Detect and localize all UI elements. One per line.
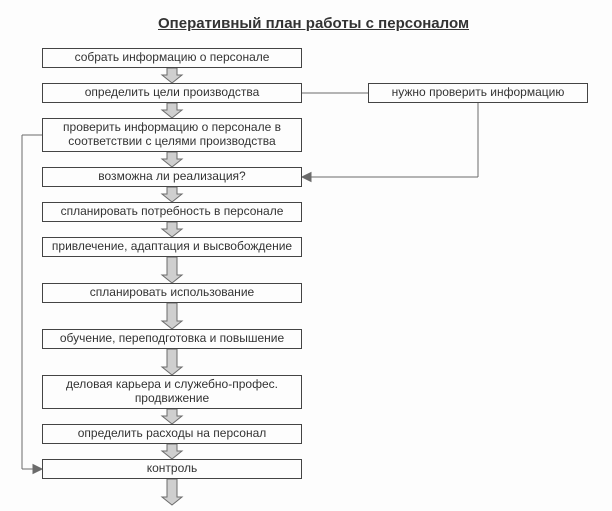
flowchart-canvas: Оперативный план работы с персоналом соб… xyxy=(0,0,612,511)
flow-node-n8: обучение, переподготовка и повышение xyxy=(42,329,302,349)
flow-node-n2: определить цели производства xyxy=(42,83,302,103)
flow-node-side: нужно проверить информацию xyxy=(368,83,588,103)
diagram-title: Оперативный план работы с персоналом xyxy=(158,15,469,32)
flow-node-n7: спланировать использование xyxy=(42,283,302,303)
flow-node-n6: привлечение, адаптация и высвобождение xyxy=(42,237,302,257)
flow-node-n4: возможна ли реализация? xyxy=(42,167,302,187)
flow-node-n11: контроль xyxy=(42,459,302,479)
flow-node-n3: проверить информацию о персонале в соотв… xyxy=(42,118,302,152)
flow-node-n1: собрать информацию о персонале xyxy=(42,48,302,68)
flow-node-n10: определить расходы на персонал xyxy=(42,424,302,444)
flow-node-n5: спланировать потребность в персонале xyxy=(42,202,302,222)
flow-node-n9: деловая карьера и служебно-профес. продв… xyxy=(42,375,302,409)
